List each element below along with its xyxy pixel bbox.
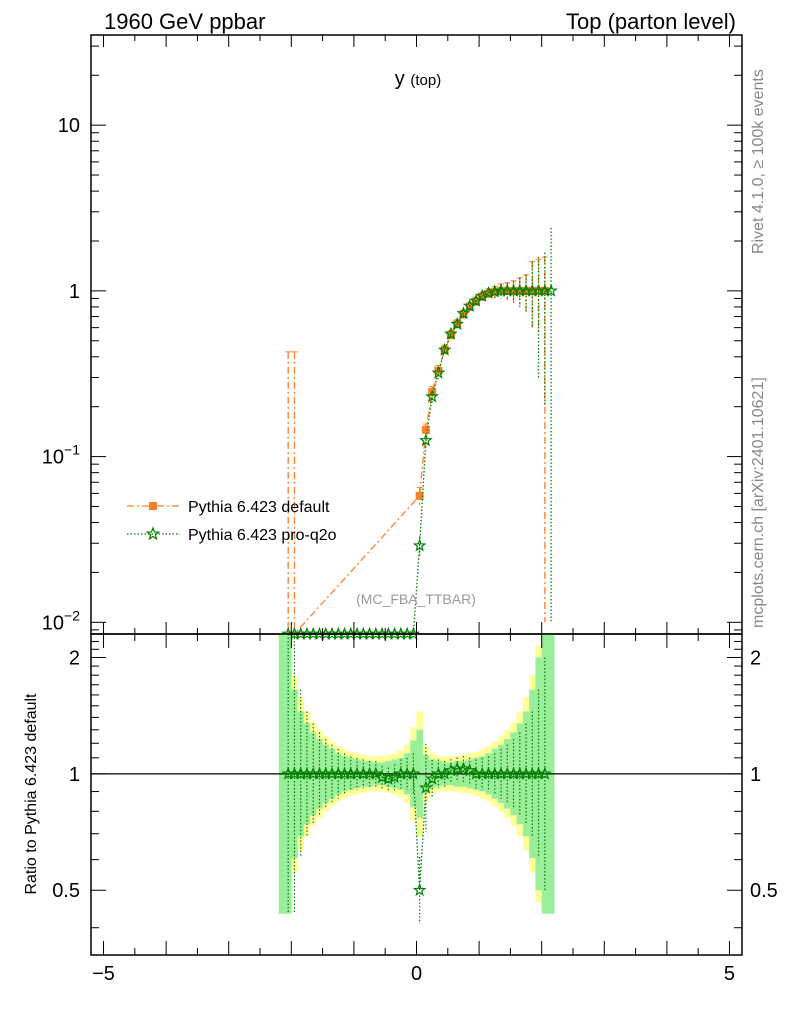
ratio-line	[288, 768, 545, 891]
ratio-point	[462, 763, 477, 777]
header-right-label: Top (parton level)	[566, 9, 736, 34]
proq2o-point	[431, 365, 446, 379]
proq2o-point	[406, 626, 421, 640]
main-title-y: y	[395, 68, 405, 90]
default-point	[465, 302, 474, 311]
default-line	[288, 290, 545, 635]
main-ytick-label: 10	[58, 115, 80, 137]
default-point	[509, 286, 518, 295]
ratio-ytick-label-right: 0.5	[750, 880, 778, 902]
proq2o-point	[419, 433, 433, 447]
ratio-xtick-label: 5	[724, 963, 735, 985]
legend: Pythia 6.423 default Pythia 6.423 pro-q2…	[127, 499, 337, 544]
ratio-axes: −5 0 5 2 2 1 1 0.5 0.5	[52, 634, 778, 985]
ratio-point	[456, 761, 471, 775]
ratio-xtick-label: 0	[411, 963, 422, 985]
main-ytick-label: 1	[69, 281, 80, 303]
ratio-plot: −5 0 5 2 2 1 1 0.5 0.5 Ratio to Pythia 6.423 def…	[23, 633, 778, 985]
legend-proq2o-label: Pythia 6.423 pro-q2o	[188, 527, 337, 544]
legend-entry-proq2o: Pythia 6.423 pro-q2o	[127, 526, 337, 544]
main-ytick-base: 10	[42, 612, 64, 634]
main-ytick-base: 10	[58, 115, 80, 137]
default-point	[490, 288, 499, 297]
main-ytick-label: 10−2	[42, 607, 80, 634]
main-ytick-label: 10−1	[42, 442, 80, 469]
ratio-point	[419, 780, 433, 794]
main-title-sub: (top)	[410, 72, 441, 89]
ratio-point	[368, 766, 383, 780]
mcplots-side-label: mcplots.cern.ch [arXiv:2401.10621]	[750, 377, 767, 628]
legend-entry-default: Pythia 6.423 default	[127, 499, 330, 516]
proq2o-point	[450, 316, 465, 330]
ratio-ytick-label-right: 1	[750, 764, 761, 786]
header-left-label: 1960 GeV ppbar	[104, 9, 265, 34]
legend-proq2o-marker	[145, 526, 161, 541]
default-point	[484, 289, 493, 298]
main-title: y (top)	[395, 68, 441, 90]
proq2o-point	[412, 538, 427, 552]
default-point	[522, 286, 531, 295]
default-point	[540, 286, 549, 295]
proq2o-point	[425, 389, 440, 403]
ratio-ytick-label-right: 2	[750, 647, 761, 669]
default-point	[478, 292, 487, 301]
ratio-xtick-label: −5	[92, 963, 115, 985]
proq2o-point	[456, 306, 471, 320]
default-point	[415, 491, 424, 500]
main-ytick-exponent: −1	[64, 442, 80, 458]
proq2o-point	[481, 285, 496, 299]
proq2o-point	[487, 284, 502, 298]
legend-default-label: Pythia 6.423 default	[188, 499, 330, 516]
ratio-ytick-label-left: 1	[69, 764, 80, 786]
proq2o-point	[437, 342, 452, 356]
main-ytick-exponent: −2	[64, 607, 80, 623]
rivet-side-label: Rivet 4.1.0, ≥ 100k events	[750, 69, 767, 254]
proq2o-point	[544, 283, 558, 297]
ratio-point	[412, 883, 427, 897]
default-point	[515, 286, 524, 295]
ratio-ylabel: Ratio to Pythia 6.423 default	[23, 693, 40, 895]
main-data-layer	[281, 227, 558, 640]
proq2o-point	[444, 326, 458, 340]
ratio-point	[375, 770, 389, 784]
ratio-point	[537, 766, 552, 780]
main-ytick-base: 10	[42, 447, 64, 469]
ratio-ytick-label-left: 0.5	[52, 880, 80, 902]
watermark: (MC_FBA_TTBAR)	[356, 591, 476, 607]
main-ytick-base: 1	[69, 281, 80, 303]
default-point	[434, 366, 443, 375]
default-point	[421, 425, 430, 434]
ratio-ytick-label-left: 2	[69, 647, 80, 669]
ratio-data-layer	[91, 634, 742, 924]
ratio-point	[406, 766, 421, 780]
proq2o-line	[288, 290, 552, 635]
legend-default-marker	[149, 502, 157, 510]
